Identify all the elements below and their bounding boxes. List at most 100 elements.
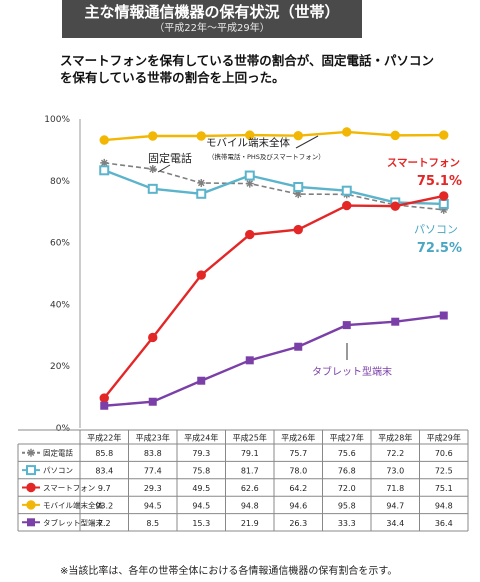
data-point bbox=[100, 401, 109, 410]
table-value: 75.7 bbox=[289, 449, 307, 458]
table-value: 75.8 bbox=[192, 467, 210, 476]
table-value: 81.7 bbox=[241, 467, 259, 476]
lead-text: スマートフォンを保有している世帯の割合が、固定電話・パソコン を保有している世帯… bbox=[60, 52, 470, 86]
lead-line-2: を保有している世帯の割合を上回った。 bbox=[60, 70, 285, 85]
x-category-label: 平成26年 bbox=[281, 433, 315, 443]
data-point bbox=[439, 205, 448, 214]
table-value: 21.9 bbox=[241, 519, 259, 528]
data-point bbox=[245, 356, 254, 365]
table-value: 62.6 bbox=[241, 484, 259, 493]
data-point bbox=[293, 224, 303, 235]
data-point bbox=[245, 179, 254, 188]
table-value: 71.8 bbox=[386, 484, 404, 493]
table-value: 76.8 bbox=[338, 467, 356, 476]
chart-subtitle: （平成22年～平成29年） bbox=[154, 23, 270, 34]
table-value: 33.3 bbox=[338, 519, 356, 528]
data-point bbox=[196, 270, 206, 280]
data-point bbox=[342, 200, 352, 211]
lead-line-1: スマートフォンを保有している世帯の割合が、固定電話・パソコン bbox=[60, 53, 435, 68]
table-value: 75.1 bbox=[435, 484, 453, 493]
legend-swatch-marker bbox=[26, 500, 36, 510]
data-point bbox=[148, 165, 157, 174]
table-value: 93.2 bbox=[95, 501, 113, 510]
y-tick-label: 100% bbox=[44, 115, 70, 125]
x-category-label: 平成22年 bbox=[87, 433, 121, 443]
legend-series-name: タブレット型端末 bbox=[43, 517, 103, 527]
series-line-4 bbox=[104, 314, 444, 407]
data-point bbox=[196, 131, 206, 141]
table-value: 72.5 bbox=[435, 467, 453, 476]
table-value: 94.7 bbox=[386, 501, 404, 510]
x-category-label: 平成25年 bbox=[233, 433, 267, 443]
data-point bbox=[196, 188, 207, 199]
legend-series-name: パソコン bbox=[43, 466, 73, 475]
table-value: 49.5 bbox=[192, 484, 210, 493]
table-value: 94.8 bbox=[241, 501, 259, 510]
y-tick-label: 80% bbox=[50, 177, 70, 187]
table-value: 79.1 bbox=[241, 449, 259, 458]
legend-swatch-marker bbox=[27, 518, 35, 527]
table-value: 36.4 bbox=[435, 519, 453, 528]
table-value: 79.3 bbox=[192, 449, 210, 458]
annotation-smartphone-value: 75.1% bbox=[417, 174, 462, 189]
data-point bbox=[342, 321, 351, 330]
data-point bbox=[99, 393, 109, 403]
data-point bbox=[438, 198, 449, 209]
chart-title: 主な情報通信機器の保有状況（世帯） bbox=[84, 3, 340, 21]
data-point bbox=[148, 397, 157, 406]
table-value: 94.8 bbox=[435, 501, 453, 510]
table-value: 94.6 bbox=[289, 501, 307, 510]
table-value: 9.7 bbox=[98, 484, 111, 493]
footnote: ※当該比率は、各年の世帯全体における各情報通信機器の保有割合を示す。 bbox=[60, 566, 398, 577]
legend-series-name: スマートフォン bbox=[43, 484, 95, 493]
table-value: 85.8 bbox=[95, 449, 113, 458]
series-line-1 bbox=[103, 169, 444, 206]
legend-swatch-marker bbox=[26, 465, 36, 476]
data-point bbox=[341, 185, 352, 196]
data-point bbox=[294, 190, 303, 199]
annotation-pc: パソコン bbox=[414, 223, 458, 236]
data-point bbox=[439, 311, 448, 320]
data-point bbox=[293, 181, 304, 192]
data-point bbox=[342, 127, 352, 137]
x-category-label: 平成28年 bbox=[378, 433, 412, 443]
annotation-tablet: タブレット型端末 bbox=[312, 365, 392, 378]
data-point bbox=[148, 131, 158, 141]
data-point bbox=[245, 130, 255, 140]
table-value: 29.3 bbox=[144, 484, 162, 493]
data-point bbox=[100, 158, 109, 167]
legend-series-name: モバイル端末全体 bbox=[43, 500, 103, 510]
series-line-2 bbox=[103, 194, 444, 399]
table-value: 15.3 bbox=[192, 519, 210, 528]
data-point bbox=[245, 229, 255, 240]
legend-series-name: 固定電話 bbox=[43, 448, 73, 458]
table-value: 26.3 bbox=[289, 519, 307, 528]
data-point bbox=[439, 191, 449, 201]
data-point bbox=[293, 130, 303, 141]
data-point bbox=[197, 376, 206, 385]
legend-swatch-marker bbox=[26, 482, 36, 493]
annotation-fixed-phone: 固定電話 bbox=[148, 151, 192, 165]
series-line-3 bbox=[104, 130, 444, 142]
data-point bbox=[439, 130, 449, 140]
x-category-label: 平成24年 bbox=[184, 433, 218, 443]
annotation-mobile-sub: （携帯電話・PHS及びスマートフォン） bbox=[208, 152, 325, 161]
table-value: 73.0 bbox=[386, 467, 404, 476]
data-point bbox=[148, 332, 158, 343]
table-value: 77.4 bbox=[144, 467, 162, 476]
table-value: 72.2 bbox=[386, 449, 404, 458]
table-value: 94.5 bbox=[144, 501, 162, 510]
table-value: 34.4 bbox=[386, 519, 404, 528]
data-point bbox=[244, 170, 255, 181]
table-value: 83.4 bbox=[95, 467, 113, 476]
y-tick-label: 60% bbox=[50, 239, 70, 249]
table-value: 95.8 bbox=[338, 501, 356, 510]
data-point bbox=[147, 183, 158, 194]
table-value: 7.2 bbox=[98, 519, 111, 528]
table-value: 78.0 bbox=[289, 467, 307, 476]
table-value: 75.6 bbox=[338, 449, 356, 458]
data-point bbox=[390, 130, 400, 141]
annotation-mobile: モバイル端末全体 bbox=[206, 136, 290, 149]
table-value: 94.5 bbox=[192, 501, 210, 510]
annotation-smartphone: スマートフォン bbox=[387, 157, 460, 169]
